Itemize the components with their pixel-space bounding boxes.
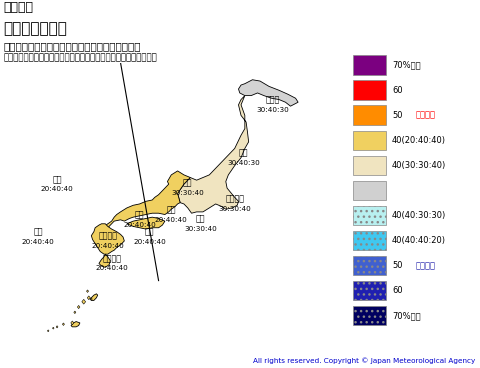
Text: 東北: 東北 (239, 148, 248, 158)
Polygon shape (101, 171, 190, 230)
Polygon shape (87, 296, 90, 300)
Polygon shape (178, 96, 249, 213)
FancyBboxPatch shape (353, 106, 385, 125)
Text: 40(30:30:40): 40(30:30:40) (392, 161, 446, 170)
Text: 平均気温: 平均気温 (4, 1, 34, 14)
Text: 中国: 中国 (135, 210, 144, 220)
Text: All rights reserved. Copyright © Japan Meteorological Agency: All rights reserved. Copyright © Japan M… (253, 357, 475, 364)
Text: 20:40:40: 20:40:40 (95, 265, 128, 272)
Text: 30:40:30: 30:40:30 (256, 107, 289, 113)
Text: 30:30:40: 30:30:40 (171, 190, 204, 196)
Text: 40(40:40:20): 40(40:40:20) (392, 236, 446, 245)
FancyBboxPatch shape (353, 281, 385, 300)
Text: 20:40:40: 20:40:40 (155, 216, 188, 223)
Text: 30:30:40: 30:30:40 (184, 226, 217, 232)
Polygon shape (82, 299, 85, 304)
FancyBboxPatch shape (353, 56, 385, 75)
FancyBboxPatch shape (353, 181, 385, 200)
FancyBboxPatch shape (353, 156, 385, 175)
Text: 北海道: 北海道 (265, 96, 280, 105)
FancyBboxPatch shape (353, 231, 385, 250)
Text: 30:40:30: 30:40:30 (227, 160, 260, 166)
Text: 「高い」または「低い」確率が４０％以上の地域: 「高い」または「低い」確率が４０％以上の地域 (4, 42, 141, 52)
Text: 20:40:40: 20:40:40 (133, 239, 166, 245)
Text: 30:30:40: 30:30:40 (218, 206, 251, 212)
FancyBboxPatch shape (353, 81, 385, 100)
Text: 60: 60 (392, 86, 403, 95)
Polygon shape (71, 322, 80, 327)
Text: 高い確率: 高い確率 (415, 111, 435, 120)
Polygon shape (90, 294, 98, 300)
Text: 四国: 四国 (145, 228, 155, 237)
Text: 40(20:40:40): 40(20:40:40) (392, 136, 446, 145)
Text: 20:40:40: 20:40:40 (41, 186, 73, 192)
FancyBboxPatch shape (353, 306, 385, 325)
Polygon shape (91, 224, 124, 254)
Polygon shape (48, 330, 49, 332)
Polygon shape (99, 254, 110, 268)
Polygon shape (86, 290, 88, 293)
Text: 70%以上: 70%以上 (392, 61, 420, 70)
Text: 北陸: 北陸 (183, 179, 192, 188)
Text: 東海: 東海 (196, 215, 205, 223)
Polygon shape (239, 80, 298, 106)
FancyBboxPatch shape (353, 206, 385, 225)
FancyBboxPatch shape (353, 256, 385, 275)
Text: 70%以上: 70%以上 (392, 311, 420, 320)
Polygon shape (71, 321, 74, 325)
Text: 20:40:40: 20:40:40 (123, 222, 156, 228)
Polygon shape (52, 327, 54, 329)
Polygon shape (56, 326, 58, 328)
Text: 九州南部: 九州南部 (102, 254, 121, 263)
Text: 関東甲信: 関東甲信 (225, 195, 244, 204)
Polygon shape (74, 311, 76, 314)
Text: 奄美: 奄美 (52, 175, 62, 184)
Text: 50: 50 (392, 111, 403, 120)
Text: 40(40:30:30): 40(40:30:30) (392, 211, 446, 220)
Text: 沖縄: 沖縄 (33, 228, 43, 237)
Text: 20:40:40: 20:40:40 (22, 239, 54, 245)
Text: 低い確率: 低い確率 (415, 261, 435, 270)
FancyBboxPatch shape (353, 131, 385, 150)
Text: 20:40:40: 20:40:40 (92, 243, 124, 249)
Text: 近畿: 近畿 (167, 205, 176, 214)
Text: 60: 60 (392, 286, 403, 295)
Text: 夏（６〜８月）: 夏（６〜８月） (4, 21, 68, 36)
Text: 地域名の下の数値は、左から、低い：平年並：高いの各確率（％）: 地域名の下の数値は、左から、低い：平年並：高いの各確率（％） (4, 53, 157, 62)
Polygon shape (77, 305, 80, 309)
Polygon shape (90, 298, 92, 300)
Polygon shape (62, 323, 64, 325)
Polygon shape (127, 217, 165, 229)
Text: 50: 50 (392, 261, 403, 270)
Text: 九州北部: 九州北部 (98, 232, 117, 241)
